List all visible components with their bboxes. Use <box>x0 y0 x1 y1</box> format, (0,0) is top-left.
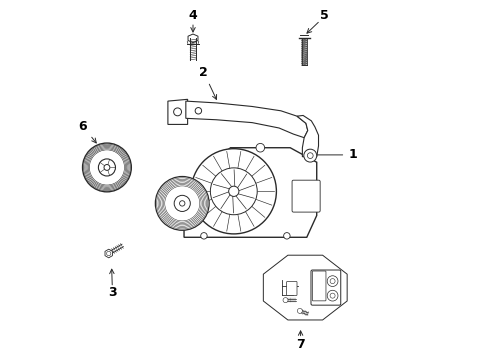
Circle shape <box>297 309 302 314</box>
Circle shape <box>104 165 110 170</box>
Polygon shape <box>105 249 112 258</box>
Circle shape <box>155 176 209 230</box>
Circle shape <box>283 298 288 303</box>
Circle shape <box>307 153 313 158</box>
Circle shape <box>174 195 190 211</box>
Circle shape <box>179 201 185 206</box>
Circle shape <box>306 149 313 157</box>
Text: 4: 4 <box>189 9 197 22</box>
Polygon shape <box>184 148 317 237</box>
Polygon shape <box>186 101 308 138</box>
FancyBboxPatch shape <box>313 271 326 301</box>
Circle shape <box>173 108 181 116</box>
Polygon shape <box>263 255 347 320</box>
FancyBboxPatch shape <box>292 180 320 212</box>
Polygon shape <box>168 99 188 125</box>
Circle shape <box>304 149 317 162</box>
Text: 3: 3 <box>108 287 117 300</box>
Text: 6: 6 <box>78 120 96 143</box>
Circle shape <box>284 233 290 239</box>
FancyBboxPatch shape <box>311 270 341 305</box>
Circle shape <box>330 279 335 284</box>
Circle shape <box>107 251 111 256</box>
Circle shape <box>191 149 276 234</box>
Circle shape <box>256 143 265 152</box>
Circle shape <box>327 290 338 301</box>
Text: 2: 2 <box>199 66 217 99</box>
FancyBboxPatch shape <box>287 282 297 296</box>
Text: 7: 7 <box>296 338 305 351</box>
Circle shape <box>82 143 131 192</box>
Circle shape <box>330 293 335 298</box>
Circle shape <box>229 186 239 197</box>
Polygon shape <box>188 34 198 42</box>
Circle shape <box>210 168 257 215</box>
Circle shape <box>201 233 207 239</box>
Text: 5: 5 <box>319 9 328 22</box>
Circle shape <box>98 159 116 176</box>
Circle shape <box>195 108 201 114</box>
Text: 1: 1 <box>309 148 357 161</box>
Polygon shape <box>297 116 318 157</box>
Circle shape <box>327 276 338 287</box>
